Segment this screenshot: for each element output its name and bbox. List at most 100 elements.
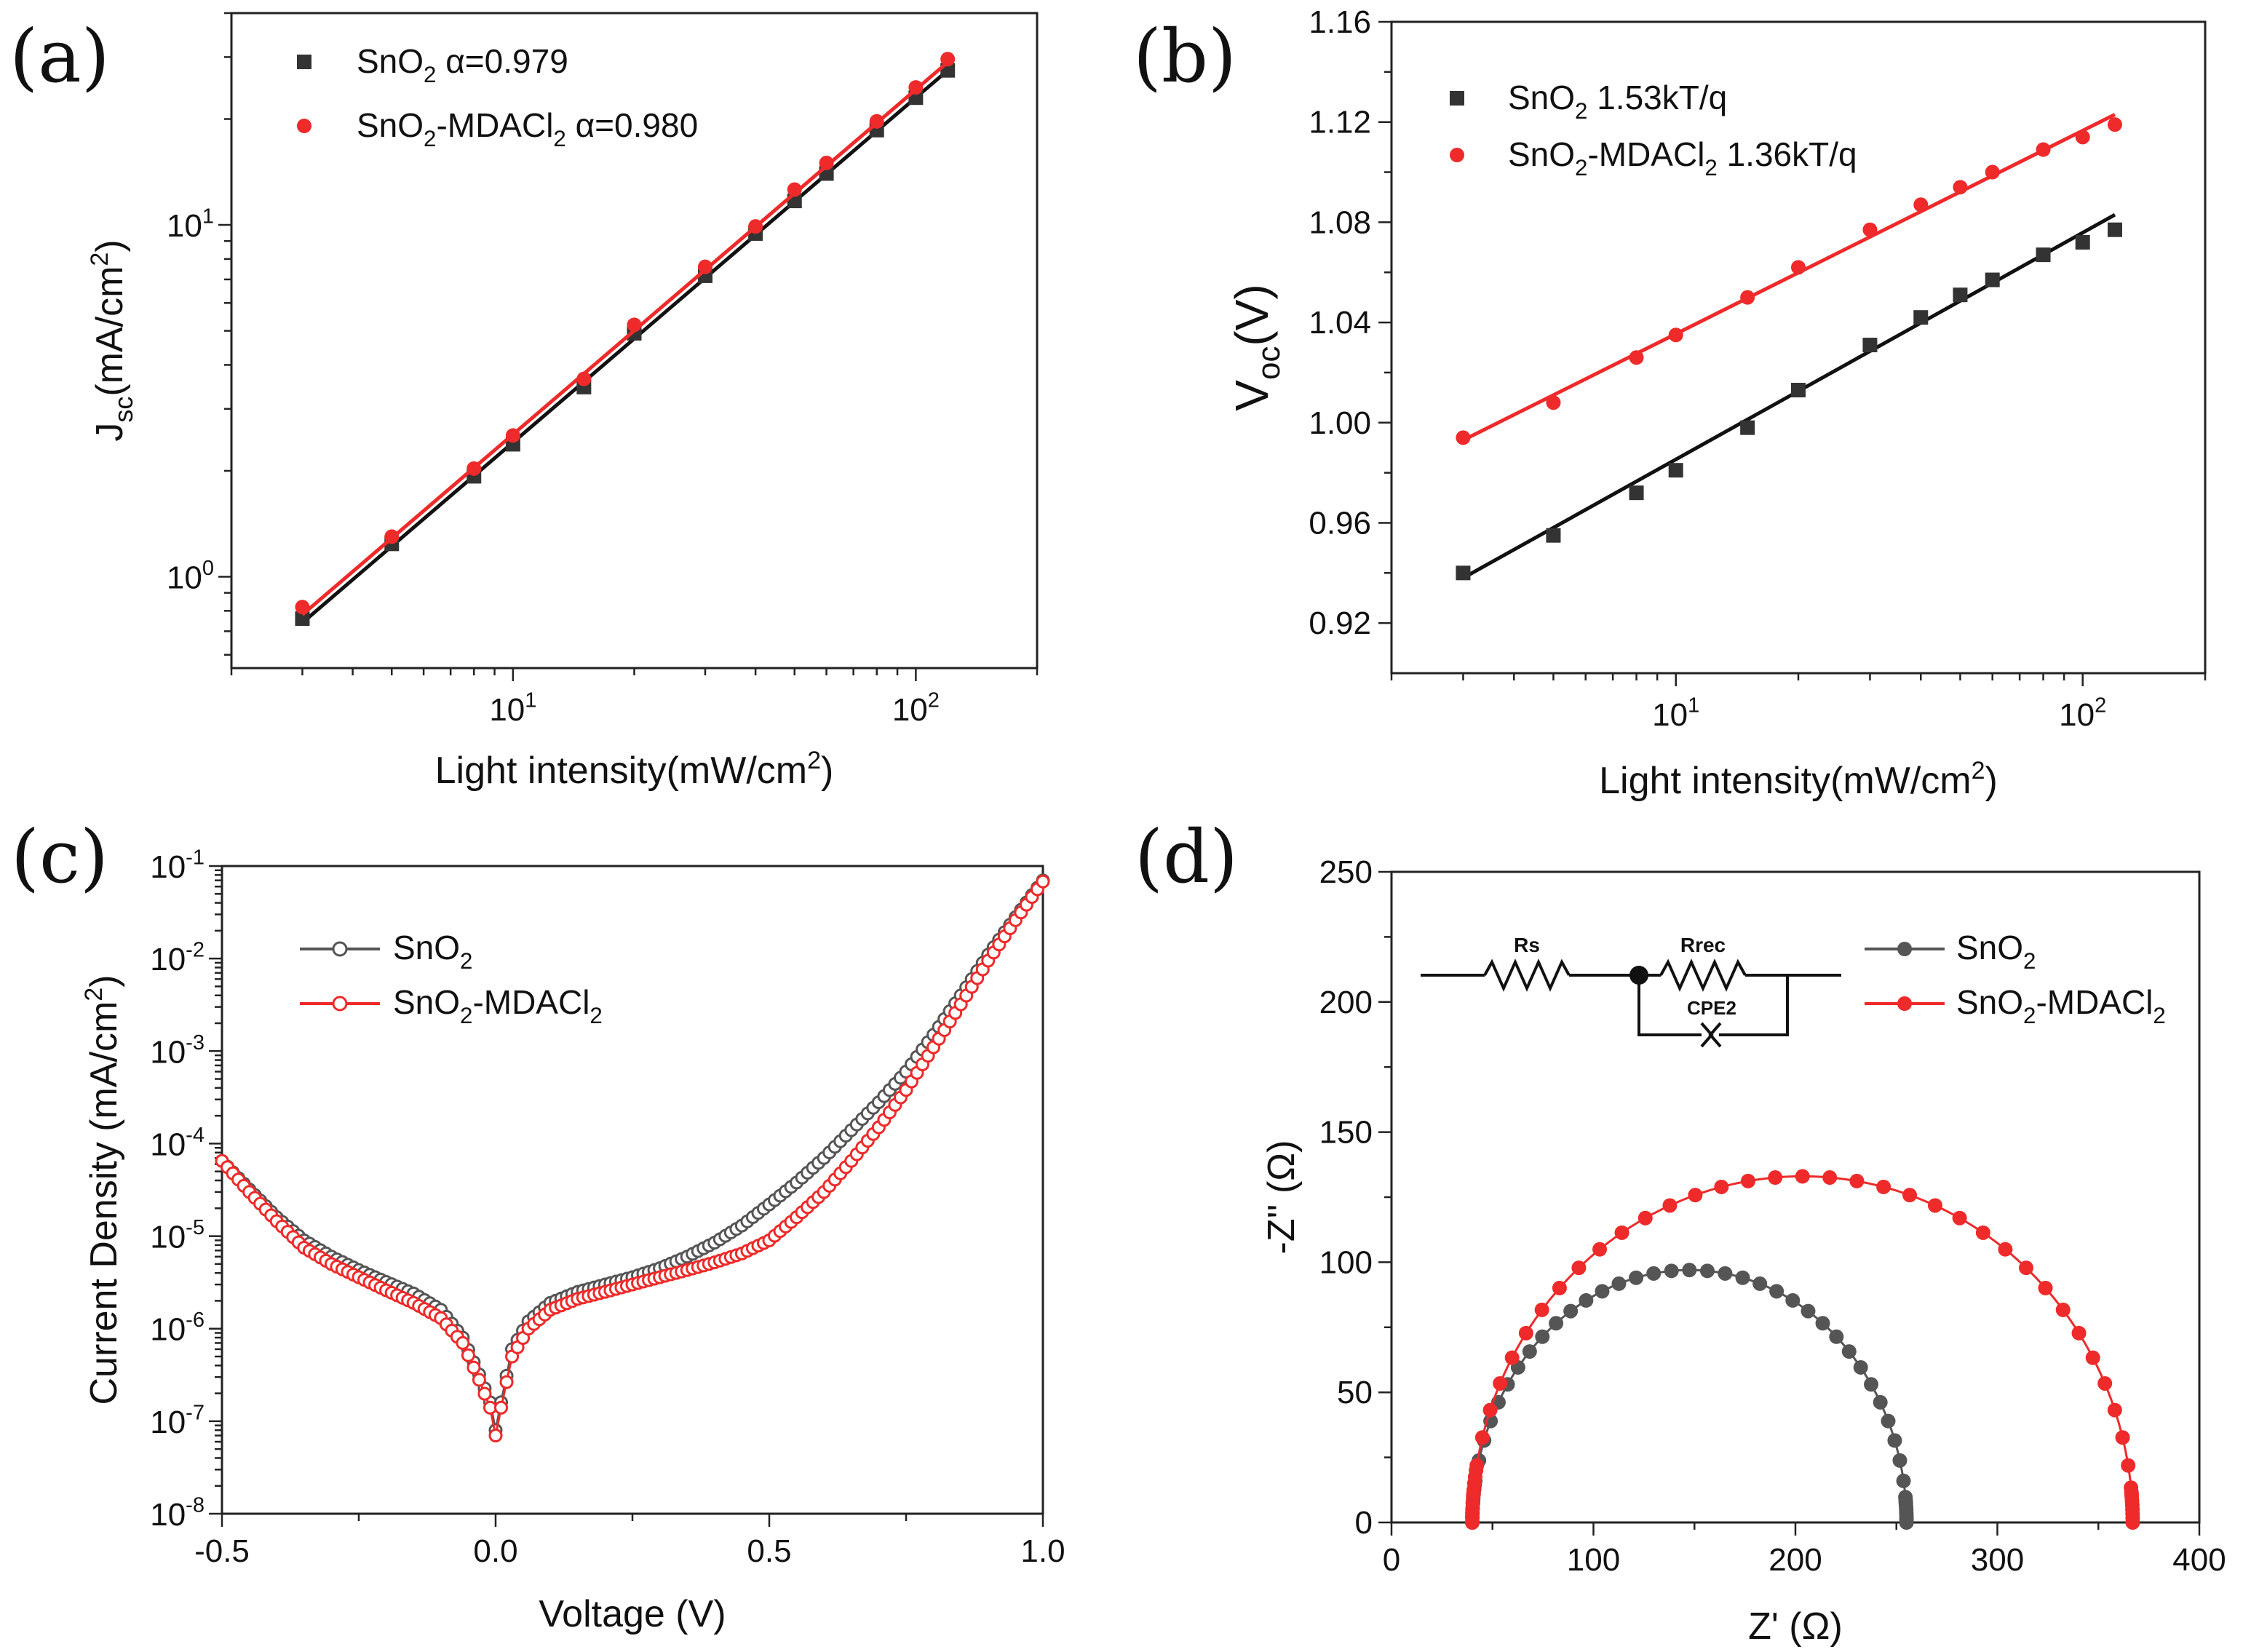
tick-base: 10 [150, 1034, 186, 1070]
axis-title-end: ) [89, 239, 131, 252]
tick-base: 10 [150, 1220, 186, 1255]
tick-label: 200 [1319, 985, 1373, 1020]
data-point [1682, 1263, 1697, 1278]
data-point [1579, 1292, 1594, 1308]
x-axis-title: Voltage (V) [539, 1593, 726, 1635]
data-point [1791, 260, 1806, 275]
series-line [1471, 1175, 2134, 1523]
data-point [1456, 565, 1471, 581]
data-point [1741, 1173, 1756, 1188]
data-point [2107, 117, 2122, 132]
data-point [488, 1429, 503, 1443]
data-point [1036, 874, 1050, 889]
axis-title-main: Light intensity(mW/cm [435, 750, 807, 792]
y-axis-title: Current Density (mA/cm2) [80, 974, 125, 1405]
data-point [1913, 310, 1929, 325]
panel-c: (c)-0.5 0.0 0.5 1.010-810-710-610-510-410-3… [11, 814, 1065, 1635]
x-axis-title: Z' (Ω) [1748, 1605, 1843, 1648]
tick-label: 102 [892, 689, 940, 728]
data-point [1862, 338, 1878, 353]
tick-exp: -3 [186, 1031, 205, 1055]
tick-base: 10 [167, 208, 202, 244]
legend-label: SnO2-MDACl2 1.36kT/q [1508, 135, 1857, 180]
data-point [1829, 1329, 1844, 1344]
tick-exp: 1 [525, 689, 536, 712]
data-point [1822, 1170, 1838, 1186]
legend-label: SnO2 [393, 929, 472, 974]
panel-label: (d) [1135, 814, 1238, 900]
axis-title-main: Light intensity(mW/cm [1599, 760, 1971, 802]
axis-title-main: Current Density (mA/cm [83, 1001, 125, 1405]
data-point [1718, 1266, 1733, 1281]
data-point [1998, 1242, 2013, 1257]
data-point [1571, 1260, 1587, 1276]
data-point [1482, 1402, 1498, 1418]
legend-marker [297, 55, 311, 69]
data-point [1735, 1270, 1750, 1285]
tick-label: 1.0 [1020, 1533, 1065, 1569]
tick-exp: -6 [186, 1309, 205, 1332]
legend-marker [332, 996, 348, 1012]
data-point [1985, 272, 2000, 287]
data-point [576, 371, 592, 386]
data-point [1592, 1242, 1608, 1257]
axis-title-sub: oc [1251, 346, 1287, 380]
legend-label: SnO2-MDACl2 [1956, 983, 2166, 1028]
legend-sub: 2 [460, 948, 472, 974]
data-point [1795, 1169, 1810, 1184]
tick-label: 10-6 [150, 1309, 205, 1347]
data-point [2019, 1260, 2034, 1276]
tick-label: 101 [167, 205, 214, 244]
legend-tail: α=0.979 [436, 42, 568, 80]
tick-label: 0 [1383, 1542, 1400, 1578]
axis-title-main: V [1226, 380, 1278, 411]
tick-label: 250 [1319, 854, 1373, 890]
tick-label: 1.16 [1309, 4, 1371, 40]
tick-base: 10 [892, 692, 928, 728]
data-point [1699, 1263, 1715, 1279]
tick-base: 10 [489, 692, 525, 728]
tick-exp: -5 [186, 1216, 205, 1239]
legend-name: SnO [357, 42, 424, 80]
tick-label: 101 [1652, 694, 1699, 733]
data-point [2107, 1402, 2122, 1418]
data-point [472, 1373, 486, 1387]
data-point [1975, 1225, 1990, 1240]
resistor-rrec [1659, 958, 1747, 992]
tick-label: 1.04 [1309, 305, 1371, 341]
panel-d: (d) 0 100 200 300 400 0 50 100 150 200 250 Z' (Ω) -Z'… [1135, 814, 2226, 1648]
legend-tail: -MDACl [1587, 135, 1704, 173]
tick-base: 10 [150, 1312, 186, 1348]
legend-sub: 2 [2023, 948, 2036, 974]
tick-label: -0.5 [194, 1533, 250, 1569]
legend-sub: 2 [460, 1003, 472, 1028]
tick-label: 10-4 [150, 1124, 205, 1162]
tick-exp: -4 [186, 1124, 205, 1147]
data-point [2075, 130, 2090, 145]
data-point [2124, 1480, 2139, 1496]
resistor-rs [1483, 958, 1571, 992]
data-point [1927, 1198, 1942, 1213]
tick-label: 1.00 [1309, 405, 1371, 441]
axis-title-sup: 2 [807, 747, 821, 774]
data-point [384, 529, 400, 544]
data-point [295, 600, 310, 615]
data-point [2115, 1430, 2130, 1445]
axis-title-end: (V) [1226, 284, 1278, 346]
data-point [295, 611, 310, 627]
y-axis-title: -Z'' (Ω) [1261, 1140, 1303, 1255]
tick-label: 400 [2172, 1542, 2226, 1578]
data-point [1534, 1302, 1549, 1317]
tick-label: 100 [1567, 1542, 1620, 1578]
data-point [1740, 420, 1755, 435]
axis-title-sup: 2 [1972, 757, 1985, 785]
data-point [1752, 1276, 1768, 1291]
data-point [1535, 1329, 1550, 1344]
data-point [2075, 234, 2090, 250]
circuit-label-cpe: CPE2 [1687, 997, 1736, 1019]
tick-label: 200 [1768, 1542, 1822, 1578]
axis-title-mid: (mA/cm [89, 266, 131, 397]
data-point [2038, 1280, 2053, 1295]
data-point [1637, 1210, 1653, 1226]
series-line [221, 881, 1044, 1436]
